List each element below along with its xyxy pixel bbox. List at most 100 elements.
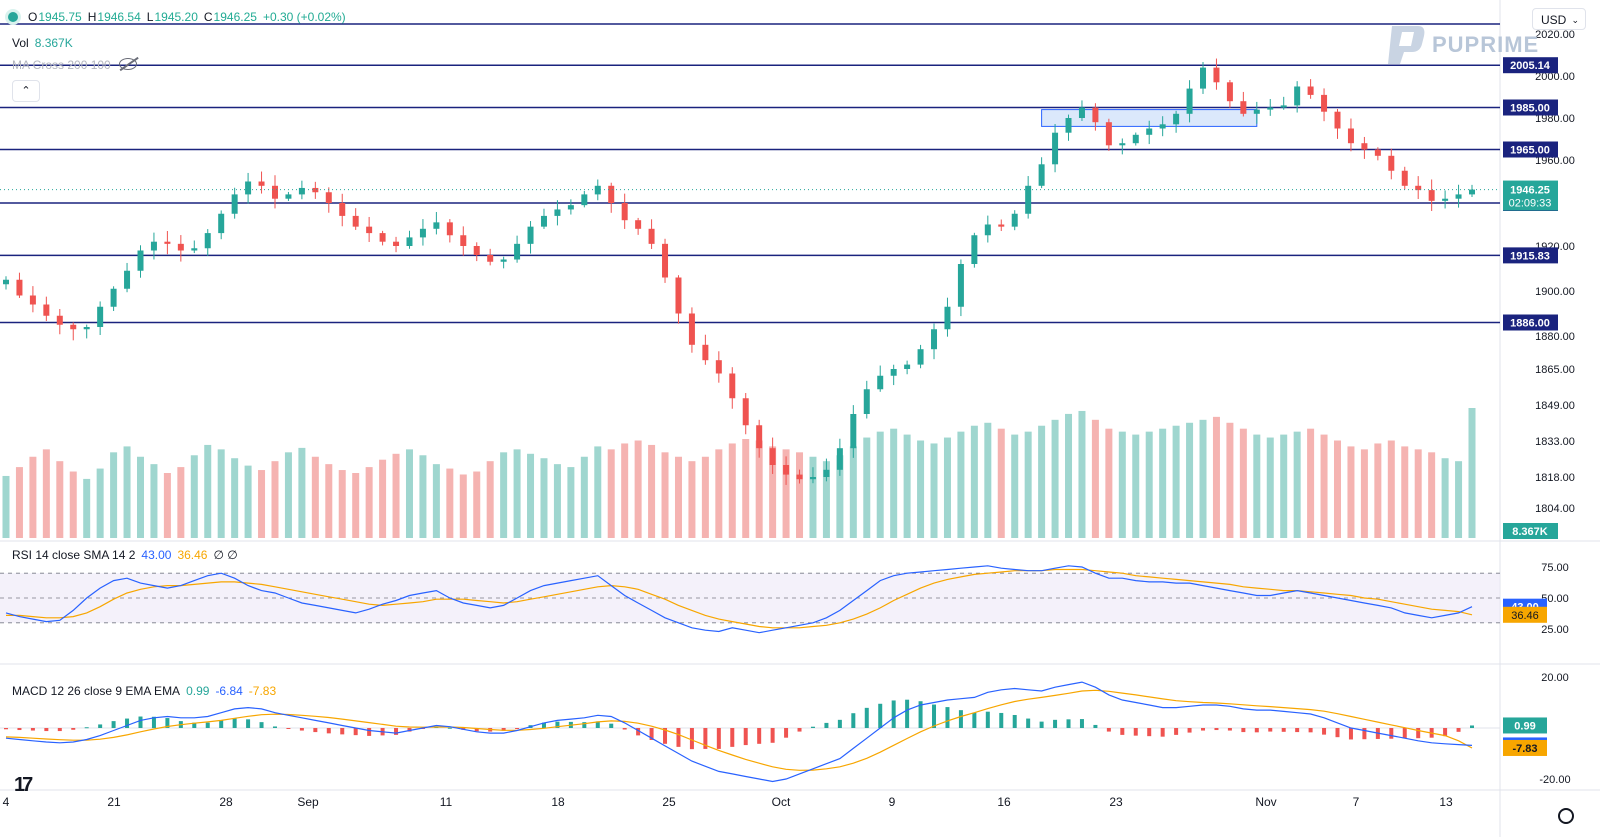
macd-hist-badge xyxy=(1503,717,1547,734)
volume-bar xyxy=(405,449,413,538)
volume-bar xyxy=(755,440,763,538)
macd-signal-line xyxy=(5,689,1473,771)
volume-bar xyxy=(715,449,723,538)
rsi-tick-label: 75.00 xyxy=(1541,562,1569,574)
volume-bar xyxy=(836,455,844,538)
candle-body xyxy=(366,226,373,234)
candle-body xyxy=(581,194,588,206)
candle-body xyxy=(137,250,144,271)
volume-bar xyxy=(1132,434,1140,538)
macd-histogram-bar xyxy=(299,728,304,731)
volume-legend[interactable]: Vol 8.367K xyxy=(12,36,73,50)
volume-bar xyxy=(1401,446,1409,538)
candle-body xyxy=(662,243,669,278)
macd-histogram-bar xyxy=(1147,728,1152,737)
candle-body xyxy=(164,241,171,244)
candle-body xyxy=(1186,88,1193,114)
macd-histogram-bar xyxy=(30,728,35,731)
candle-body xyxy=(258,181,265,186)
time-tick-label: 13 xyxy=(1439,795,1453,809)
rsi-extra: ∅ ∅ xyxy=(213,548,238,562)
candle-body xyxy=(1065,118,1072,133)
volume-bar xyxy=(1307,428,1315,538)
candle-body xyxy=(56,315,63,325)
rsi-label: RSI 14 close SMA 14 2 xyxy=(12,548,136,562)
macd-histogram-bar xyxy=(1066,719,1071,728)
candle-body xyxy=(433,222,440,229)
volume-bar xyxy=(970,425,978,538)
macd-histogram-bar xyxy=(44,728,49,732)
tradingview-logo[interactable]: 17 xyxy=(14,774,33,796)
macd-histogram-bar xyxy=(272,726,277,728)
volume-bar xyxy=(1347,446,1355,538)
volume-bar xyxy=(446,468,454,538)
candle-body xyxy=(1321,94,1328,112)
time-tick-label: 16 xyxy=(997,795,1011,809)
volume-bar xyxy=(500,452,508,538)
candle-body xyxy=(1119,143,1126,146)
macd-histogram-bar xyxy=(246,719,251,728)
macd-legend[interactable]: MACD 12 26 close 9 EMA EMA 0.99 -6.84 -7.83 xyxy=(12,684,276,698)
candle-body xyxy=(796,474,803,480)
candle-body xyxy=(514,243,521,260)
volume-bar xyxy=(379,459,387,538)
volume-bar xyxy=(392,453,400,538)
macd-tick-label: 20.00 xyxy=(1541,672,1569,684)
brand-watermark: PUPRIME xyxy=(1378,22,1538,66)
volume-bar xyxy=(1145,431,1153,538)
macd-histogram-bar xyxy=(784,728,789,738)
candle-body xyxy=(984,224,991,236)
rsi-legend[interactable]: RSI 14 close SMA 14 2 43.00 36.46 ∅ ∅ xyxy=(12,548,238,562)
candle-body xyxy=(1173,113,1180,125)
macd-histogram-bar xyxy=(447,727,452,729)
volume-bar xyxy=(594,446,602,538)
candle-body xyxy=(16,279,23,296)
macd-histogram-bar xyxy=(1201,728,1206,731)
volume-bar xyxy=(661,452,669,538)
candle-body xyxy=(124,270,131,289)
candle-body xyxy=(1240,101,1247,114)
macd-histogram-bar xyxy=(663,728,668,744)
candle-body xyxy=(621,203,628,221)
currency-select[interactable]: USD ⌄ xyxy=(1532,8,1586,30)
volume-bar xyxy=(1051,419,1059,538)
volume-bar xyxy=(822,461,830,538)
macd-histogram-bar xyxy=(1348,728,1353,740)
volume-bar xyxy=(607,449,615,538)
volume-bar xyxy=(204,444,212,538)
macd-histogram-bar xyxy=(958,710,963,728)
volume-bar xyxy=(56,461,64,538)
rsi-value: 43.00 xyxy=(141,548,172,562)
volume-bar xyxy=(1078,410,1086,538)
volume-bar xyxy=(365,467,373,538)
volume-bar xyxy=(42,449,50,538)
volume-bar xyxy=(1360,449,1368,538)
candle-body xyxy=(702,344,709,361)
candle-body xyxy=(783,465,790,475)
candle-body xyxy=(1159,124,1166,129)
macd-histogram-bar xyxy=(474,728,479,732)
volume-bar xyxy=(876,431,884,538)
price-tick-label: 1960.00 xyxy=(1535,155,1575,167)
hidden-eye-icon[interactable] xyxy=(118,58,137,70)
time-tick-label: 25 xyxy=(662,795,676,809)
volume-bar xyxy=(1199,419,1207,538)
macd-histogram-bar xyxy=(851,713,856,728)
ohlc-legend: O1945.75 H1946.54 L1945.20 C1946.25 +0.30 (+… xyxy=(8,10,352,24)
macd-histogram-bar xyxy=(932,704,937,728)
volume-bar xyxy=(69,471,77,538)
macd-histogram-bar xyxy=(1295,728,1300,733)
candle-body xyxy=(393,241,400,246)
volume-bar xyxy=(1212,416,1220,538)
macd-histogram-bar xyxy=(515,728,520,729)
price-tick-label: 1804.00 xyxy=(1535,503,1575,515)
macd-histogram-bar xyxy=(1416,728,1421,739)
macd-histogram-bar xyxy=(649,728,654,740)
candle-body xyxy=(931,329,938,350)
gear-icon[interactable] xyxy=(1558,808,1574,824)
volume-bar xyxy=(96,468,104,538)
collapse-legend-button[interactable]: ⌃ xyxy=(12,80,40,102)
candle-body xyxy=(339,203,346,216)
ma-cross-legend[interactable]: MA Cross 200 100 xyxy=(12,58,137,72)
